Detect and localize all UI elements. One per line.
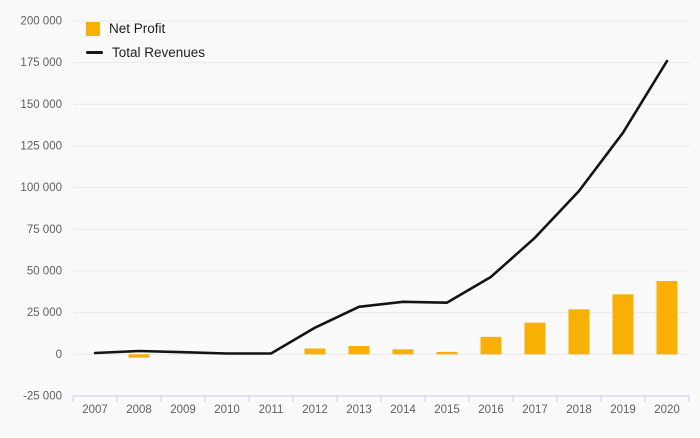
x-axis-tick-label: 2007 bbox=[82, 404, 108, 416]
x-axis-tick-label: 2015 bbox=[434, 404, 460, 416]
bar-2014[interactable] bbox=[392, 349, 414, 355]
y-axis-tick-label: 200 000 bbox=[20, 16, 62, 28]
legend-item-net-profit[interactable]: Net Profit bbox=[86, 20, 205, 37]
total-revenues-swatch-icon bbox=[86, 51, 103, 54]
y-axis-tick-label: 150 000 bbox=[20, 99, 62, 111]
bar-2018[interactable] bbox=[568, 309, 590, 355]
y-axis-tick-label: 175 000 bbox=[20, 57, 62, 69]
y-axis-tick-label: 50 000 bbox=[27, 266, 62, 278]
total-revenues-line[interactable] bbox=[93, 59, 669, 355]
legend-item-total-revenues[interactable]: Total Revenues bbox=[86, 44, 205, 61]
bar-2016[interactable] bbox=[480, 336, 502, 355]
legend-label-net-profit: Net Profit bbox=[109, 21, 166, 36]
bar-2017[interactable] bbox=[524, 322, 546, 355]
bar-2012[interactable] bbox=[304, 348, 326, 355]
x-axis-tick-label: 2011 bbox=[259, 404, 284, 416]
x-axis-tick-label: 2009 bbox=[170, 404, 196, 416]
legend-label-total-revenues: Total Revenues bbox=[112, 45, 206, 60]
net-profit-swatch-icon bbox=[86, 21, 100, 36]
x-axis-tick-label: 2008 bbox=[126, 404, 152, 416]
x-axis-tick-label: 2020 bbox=[654, 404, 680, 416]
bar-2020[interactable] bbox=[656, 281, 678, 355]
bar-2019[interactable] bbox=[612, 294, 634, 355]
y-axis-tick-label: 0 bbox=[56, 349, 62, 361]
y-axis-tick-label: 125 000 bbox=[20, 141, 62, 153]
x-axis-tick-label: 2013 bbox=[346, 404, 372, 416]
x-axis-tick-label: 2012 bbox=[302, 404, 328, 416]
y-axis-tick-label: 100 000 bbox=[20, 182, 62, 194]
y-axis-tick-label: 25 000 bbox=[27, 307, 62, 319]
x-axis-tick-label: 2019 bbox=[610, 404, 636, 416]
x-axis-tick-label: 2018 bbox=[566, 404, 592, 416]
y-axis-tick-label: -25 000 bbox=[23, 391, 62, 403]
x-axis-tick-label: 2016 bbox=[478, 404, 504, 416]
bar-2008[interactable] bbox=[128, 354, 150, 358]
chart-legend: Net Profit Total Revenues bbox=[86, 20, 205, 61]
x-axis-tick-label: 2014 bbox=[390, 404, 416, 416]
bar-2015[interactable] bbox=[436, 351, 458, 355]
bar-2013[interactable] bbox=[348, 346, 370, 355]
x-axis-tick-label: 2017 bbox=[522, 404, 548, 416]
x-axis-tick-label: 2010 bbox=[214, 404, 240, 416]
y-axis-tick-label: 75 000 bbox=[27, 224, 62, 236]
